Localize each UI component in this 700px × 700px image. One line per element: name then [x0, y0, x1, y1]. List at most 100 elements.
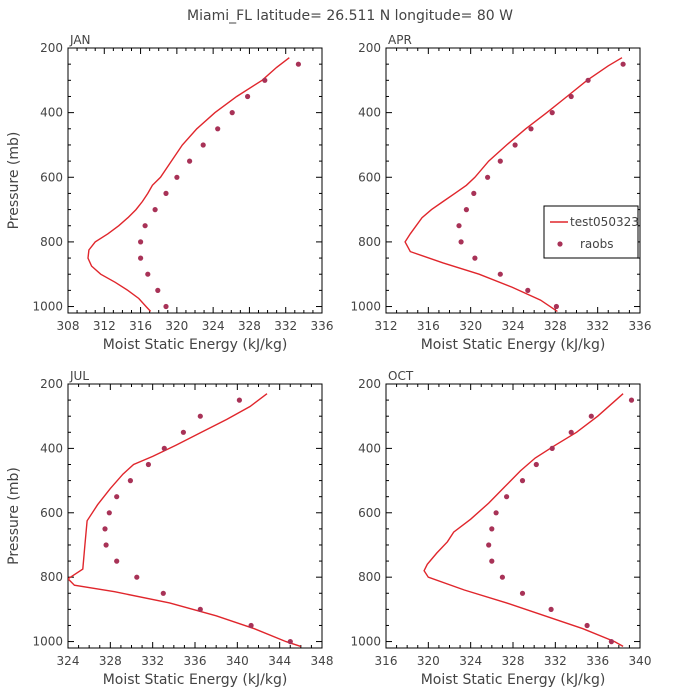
raobs-point — [568, 93, 574, 100]
y-tick-label: 800 — [40, 570, 63, 584]
panel-label: JAN — [69, 33, 91, 47]
y-tick-label: 200 — [358, 377, 381, 391]
y-tick-label: 200 — [40, 377, 63, 391]
x-tick-label: 336 — [184, 654, 207, 668]
raobs-point — [197, 606, 203, 613]
panel-jul: JUL 324 328 332 336 340 344 348 200 400 600 800 1000… — [6, 369, 333, 688]
x-tick-label: 340 — [629, 654, 652, 668]
plot-frame — [67, 383, 323, 649]
x-tick-label: 328 — [502, 654, 525, 668]
y-tick-label: 400 — [40, 441, 63, 455]
panel-label: OCT — [388, 369, 414, 383]
raobs-point — [519, 590, 526, 596]
x-tick-label: 312 — [93, 319, 116, 333]
x-tick-label: 320 — [417, 654, 440, 668]
y-tick-label: 600 — [358, 170, 381, 184]
x-axis-title: Moist Static Energy (kJ/kg) — [103, 337, 288, 353]
x-tick-label: 332 — [274, 319, 297, 333]
raobs-point — [504, 494, 510, 500]
raobs-point — [200, 142, 206, 148]
raobs-point — [138, 255, 144, 261]
raobs-point — [180, 429, 186, 435]
raobs-point — [152, 207, 158, 213]
raobs-point — [553, 303, 560, 310]
raobs-point — [528, 126, 534, 132]
legend-obs-label: raobs — [580, 237, 614, 251]
raobs-point — [229, 110, 235, 116]
x-tick-label: 324 — [459, 654, 482, 668]
x-tick-label: 312 — [375, 319, 398, 333]
y-tick-label: 1000 — [350, 300, 381, 314]
raobs-point — [163, 303, 169, 310]
raobs-point — [608, 639, 615, 645]
raobs-point — [620, 61, 626, 67]
y-tick-label: 400 — [358, 106, 381, 120]
x-axis-title: Moist Static Energy (kJ/kg) — [103, 672, 288, 688]
x-tick-label: 324 — [502, 319, 525, 333]
raobs-point — [486, 542, 492, 548]
x-tick-label: 316 — [417, 319, 440, 333]
raobs-point — [568, 429, 574, 435]
model-series-line — [87, 57, 290, 312]
x-tick-label: 328 — [99, 654, 122, 668]
raobs-point — [549, 445, 555, 451]
x-tick-label: 336 — [311, 319, 334, 333]
raobs-point — [472, 255, 478, 261]
x-tick-label: 332 — [544, 654, 567, 668]
y-tick-label: 800 — [358, 570, 381, 584]
x-tick-label: 324 — [202, 319, 225, 333]
raobs-point — [499, 574, 505, 580]
raobs-point — [548, 606, 554, 613]
x-tick-label: 308 — [57, 319, 80, 333]
raobs-point — [585, 77, 591, 83]
raobs-point — [145, 461, 151, 468]
raobs-point — [489, 558, 495, 564]
y-tick-label: 600 — [358, 506, 381, 520]
panel-label: JUL — [69, 369, 89, 383]
y-tick-label: 600 — [40, 506, 63, 520]
y-tick-label: 200 — [40, 41, 63, 55]
raobs-point — [588, 413, 594, 419]
raobs-point — [287, 639, 293, 645]
raobs-point — [215, 126, 221, 132]
x-tick-label: 324 — [57, 654, 80, 668]
y-tick-label: 400 — [40, 106, 63, 120]
panel-oct: OCT 316 320 324 328 332 336 340 200 400 600 800 1000… — [350, 369, 651, 688]
x-tick-label: 316 — [375, 654, 398, 668]
raobs-point — [493, 510, 499, 516]
raobs-point — [127, 478, 133, 484]
raobs-point — [497, 271, 503, 277]
raobs-point — [174, 174, 180, 180]
y-axis-title: Pressure (mb) — [6, 132, 22, 230]
x-tick-label: 328 — [544, 319, 567, 333]
raobs-point — [456, 223, 462, 229]
x-tick-label: 332 — [586, 319, 609, 333]
panel-jan: JAN 308 312 316 320 324 328 332 336 200 400 600 800 1… — [6, 33, 333, 353]
figure-title: Miami_FL latitude= 26.511 N longitude= 8… — [187, 8, 513, 24]
legend-box — [543, 205, 639, 259]
raobs-point — [471, 190, 477, 196]
raobs-point — [463, 207, 469, 213]
plot-frame — [385, 383, 641, 649]
x-tick-label: 336 — [586, 654, 609, 668]
raobs-point — [102, 526, 108, 532]
raobs-point — [134, 574, 140, 580]
raobs-point — [197, 413, 203, 419]
raobs-point — [160, 590, 166, 596]
raobs-point — [525, 287, 531, 293]
raobs-point — [248, 622, 254, 629]
raobs-point — [489, 526, 495, 532]
raobs-point — [106, 510, 112, 516]
raobs-point — [245, 93, 251, 100]
panel-label: APR — [388, 33, 412, 47]
y-tick-label: 400 — [358, 441, 381, 455]
raobs-point — [519, 478, 526, 484]
y-tick-label: 1000 — [32, 635, 63, 649]
model-series-line — [404, 57, 623, 312]
x-tick-label: 344 — [268, 654, 291, 668]
raobs-point — [138, 239, 144, 245]
legend-dot-swatch — [557, 241, 563, 247]
y-tick-label: 1000 — [350, 635, 381, 649]
raobs-point — [458, 239, 464, 245]
